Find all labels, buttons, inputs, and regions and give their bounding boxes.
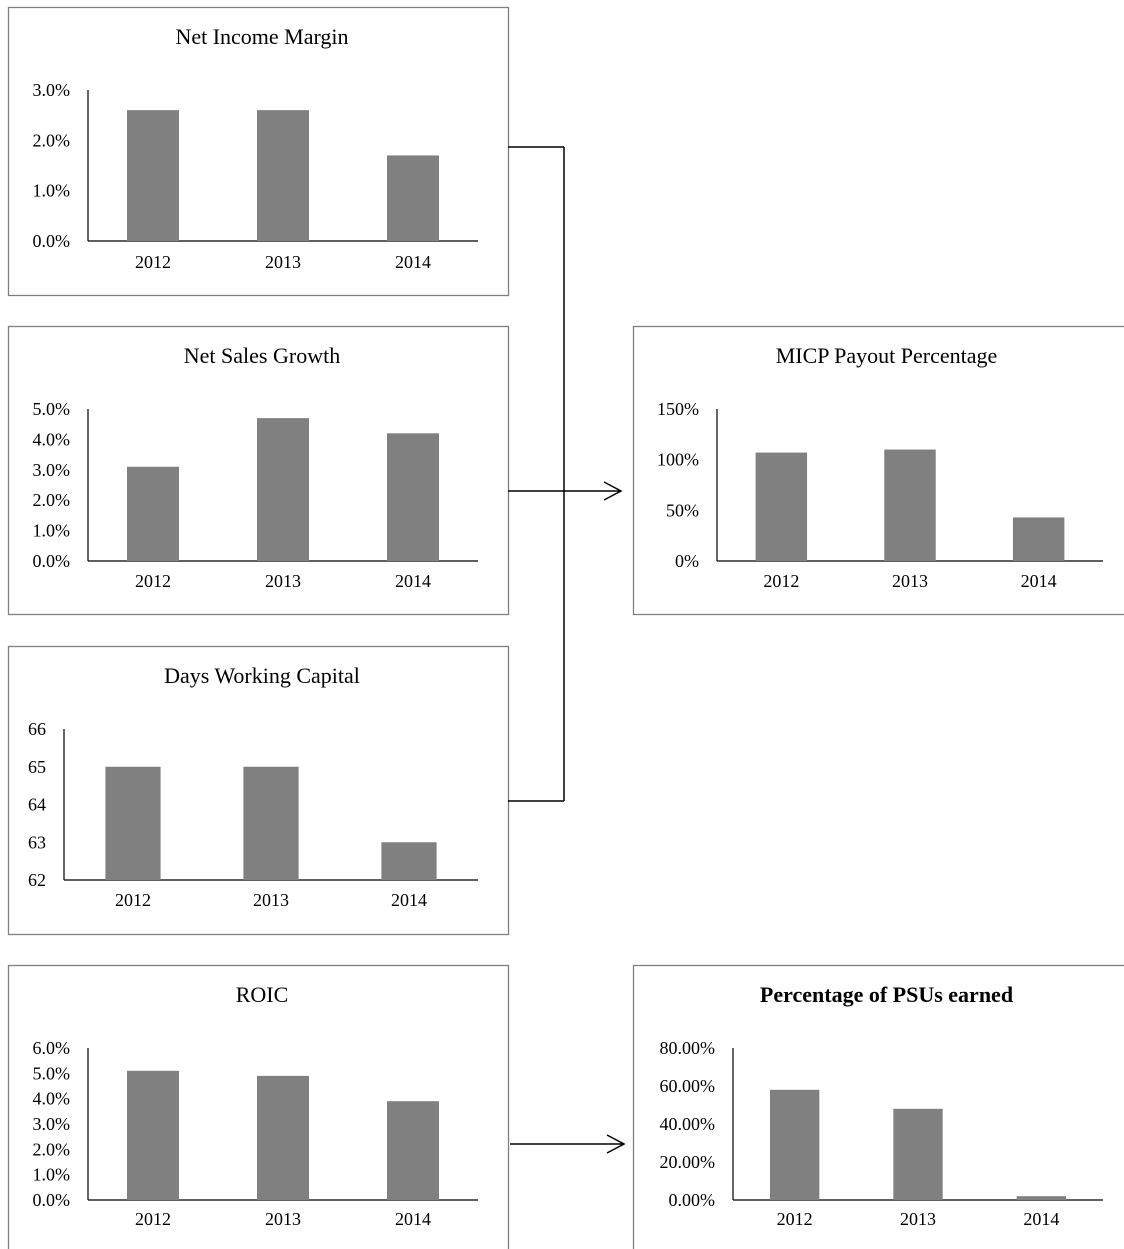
bar-2013 bbox=[257, 110, 309, 241]
x-tick-label: 2013 bbox=[892, 571, 928, 591]
bar-2012 bbox=[127, 110, 179, 241]
x-tick-label: 2013 bbox=[265, 571, 301, 591]
y-tick-label: 0% bbox=[675, 551, 699, 571]
bar-2014 bbox=[387, 433, 439, 561]
x-tick-label: 2014 bbox=[1023, 1209, 1059, 1229]
x-tick-label: 2014 bbox=[391, 890, 427, 910]
x-tick-label: 2012 bbox=[135, 1209, 171, 1229]
y-tick-label: 50% bbox=[666, 500, 699, 520]
bar-2014 bbox=[381, 842, 437, 880]
x-tick-label: 2013 bbox=[265, 252, 301, 272]
chart-title: Net Sales Growth bbox=[184, 343, 340, 368]
arrow-head-micp bbox=[603, 481, 623, 501]
chart-net-sales-growth: Net Sales Growth 0.0% 1.0% 2.0% 3.0% 4.0% 5.0%… bbox=[7, 325, 510, 616]
y-tick-label: 0.0% bbox=[33, 1190, 71, 1210]
y-tick-label: 3.0% bbox=[33, 1114, 71, 1134]
bar-2012 bbox=[127, 466, 179, 561]
x-tick-label: 2014 bbox=[1021, 571, 1057, 591]
chart-frame bbox=[632, 964, 1124, 1249]
y-tick-label: 0.0% bbox=[33, 231, 71, 251]
y-tick-label: 150% bbox=[657, 399, 699, 419]
connector-micp bbox=[508, 146, 623, 802]
y-tick-label: 64 bbox=[28, 795, 46, 815]
chart-net-income-margin: Net Income Margin 0.0% 1.0% 2.0% 3.0% 2012 201… bbox=[7, 6, 510, 297]
bar-2014 bbox=[387, 1101, 439, 1200]
chart-title: Net Income Margin bbox=[175, 24, 348, 49]
x-tick-label: 2013 bbox=[900, 1209, 936, 1229]
charts-layer: Net Income Margin 0.0% 1.0% 2.0% 3.0% 2012 201… bbox=[7, 6, 1124, 1249]
x-tick-label: 2014 bbox=[395, 571, 431, 591]
y-tick-label: 0.00% bbox=[669, 1190, 716, 1210]
y-tick-label: 40.00% bbox=[660, 1114, 716, 1134]
y-tick-label: 80.00% bbox=[660, 1038, 716, 1058]
chart-roic: ROIC 0.0% 1.0% 2.0% 3.0% 4.0% 5.0% 6.0% 2012 2013… bbox=[7, 964, 510, 1249]
connector-psus bbox=[510, 1134, 626, 1154]
chart-title: Percentage of PSUs earned bbox=[760, 982, 1013, 1007]
bar-2013 bbox=[893, 1108, 943, 1200]
bar-2013 bbox=[243, 766, 299, 880]
chart-percentage-of-psus-earned: Percentage of PSUs earned 0.00% 20.00% 40.0… bbox=[632, 964, 1124, 1249]
y-tick-label: 63 bbox=[28, 832, 46, 852]
chart-micp-payout-percentage: MICP Payout Percentage 0% 50% 100% 150% 2012 2… bbox=[632, 325, 1124, 616]
chart-frame bbox=[632, 325, 1124, 616]
y-tick-label: 1.0% bbox=[33, 181, 71, 201]
y-tick-label: 5.0% bbox=[33, 1063, 71, 1083]
bar-2012 bbox=[127, 1070, 179, 1200]
chart-days-working-capital: Days Working Capital 62 63 64 65 66 2012 2013 20… bbox=[7, 645, 510, 936]
x-tick-label: 2013 bbox=[253, 890, 289, 910]
y-tick-label: 6.0% bbox=[33, 1038, 71, 1058]
bar-2013 bbox=[884, 449, 936, 561]
y-tick-label: 4.0% bbox=[33, 429, 71, 449]
y-tick-label: 62 bbox=[28, 870, 46, 890]
x-tick-label: 2012 bbox=[135, 571, 171, 591]
bar-2012 bbox=[770, 1089, 820, 1200]
bar-2014 bbox=[387, 155, 439, 241]
chart-title: Days Working Capital bbox=[164, 663, 360, 688]
y-tick-label: 1.0% bbox=[33, 1165, 71, 1185]
x-tick-label: 2012 bbox=[135, 252, 171, 272]
y-tick-label: 20.00% bbox=[660, 1152, 716, 1172]
y-tick-label: 100% bbox=[657, 450, 699, 470]
arrow-head-psus bbox=[606, 1134, 626, 1154]
y-tick-label: 3.0% bbox=[33, 460, 71, 480]
y-tick-label: 0.0% bbox=[33, 551, 71, 571]
y-tick-label: 60.00% bbox=[660, 1076, 716, 1096]
y-tick-label: 5.0% bbox=[33, 399, 71, 419]
bar-2014 bbox=[1012, 517, 1065, 561]
y-tick-label: 2.0% bbox=[33, 490, 71, 510]
bar-2013 bbox=[257, 1075, 309, 1200]
x-tick-label: 2012 bbox=[115, 890, 151, 910]
y-tick-label: 2.0% bbox=[33, 1139, 71, 1159]
x-tick-label: 2013 bbox=[265, 1209, 301, 1229]
y-tick-label: 66 bbox=[28, 719, 46, 739]
x-tick-label: 2014 bbox=[395, 252, 431, 272]
y-tick-label: 65 bbox=[28, 757, 46, 777]
x-tick-label: 2012 bbox=[763, 571, 799, 591]
x-tick-label: 2012 bbox=[777, 1209, 813, 1229]
y-tick-label: 3.0% bbox=[33, 80, 71, 100]
chart-title: MICP Payout Percentage bbox=[776, 343, 998, 368]
y-tick-label: 2.0% bbox=[33, 130, 71, 150]
y-tick-label: 1.0% bbox=[33, 521, 71, 541]
y-tick-label: 4.0% bbox=[33, 1089, 71, 1109]
chart-title: ROIC bbox=[236, 982, 289, 1007]
x-tick-label: 2014 bbox=[395, 1209, 431, 1229]
bar-2012 bbox=[755, 452, 808, 561]
bar-2013 bbox=[257, 418, 309, 561]
bar-2012 bbox=[105, 766, 161, 880]
bar-2014 bbox=[1016, 1196, 1066, 1200]
